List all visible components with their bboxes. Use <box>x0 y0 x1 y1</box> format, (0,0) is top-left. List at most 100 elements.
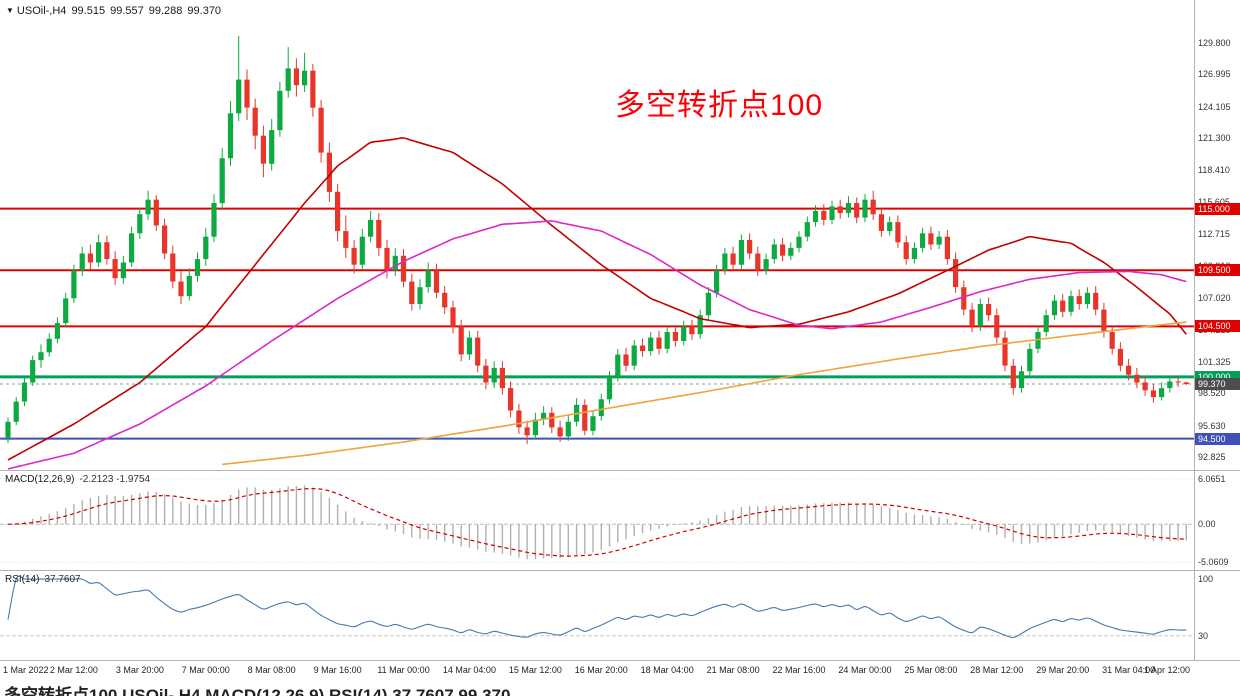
candle <box>433 270 440 293</box>
macd-bar <box>1004 524 1006 539</box>
candle <box>606 376 613 400</box>
candle <box>351 247 357 265</box>
candle <box>219 158 225 204</box>
candle <box>1076 296 1082 304</box>
time-axis-label: 2 Mar 12:00 <box>49 665 98 675</box>
macd-bar <box>295 486 298 525</box>
candle <box>359 236 365 265</box>
macd-bar <box>1136 524 1138 538</box>
macd-values: -2.2123 -1.9754 <box>79 474 151 485</box>
macd-bar <box>1070 524 1072 535</box>
candle <box>120 262 126 279</box>
candle <box>541 412 547 420</box>
candle <box>590 416 596 431</box>
macd-bar <box>114 495 116 525</box>
macd-canvas[interactable]: MACD(12,26,9) -2.2123 -1.9754 <box>0 471 1194 570</box>
candle <box>812 210 819 223</box>
macd-bar <box>823 503 825 525</box>
current-price-badge: 99.370 <box>1195 377 1240 390</box>
candle <box>631 345 637 366</box>
macd-chart[interactable] <box>0 471 1194 570</box>
time-axis[interactable]: 1 Mar 2022 2 Mar 12:00 3 Mar 20:00 7 Mar 00… <box>0 661 1240 680</box>
candle <box>1043 315 1049 332</box>
candle <box>400 255 407 282</box>
candle <box>46 338 52 353</box>
candle <box>170 253 176 282</box>
candle <box>639 345 646 352</box>
macd-bar <box>361 521 363 525</box>
time-axis-label: 15 Mar 12:00 <box>508 665 562 675</box>
candle <box>1134 374 1140 383</box>
price-level-badge: 104.500 <box>1195 320 1240 333</box>
rsi-canvas[interactable]: RSI(14) 37.7607 <box>0 571 1194 660</box>
candle <box>532 419 538 436</box>
main-chart-canvas[interactable]: ▼ USOil-,H4 99.515 99.557 99.288 99.370 多空转折点… <box>0 0 1194 470</box>
rsi-chart[interactable] <box>0 571 1194 660</box>
macd-bar <box>279 488 281 525</box>
candle <box>376 219 382 248</box>
macd-histogram-layer <box>7 485 1187 560</box>
expander-arrow-icon[interactable]: ▼ <box>6 6 14 15</box>
macd-bar <box>485 524 487 552</box>
candle <box>788 247 794 256</box>
candlestick-chart[interactable] <box>0 0 1194 470</box>
ma-long-orange <box>222 321 1187 466</box>
macd-bar <box>559 524 561 559</box>
candle <box>1175 381 1181 383</box>
candle <box>763 259 769 271</box>
macd-bar <box>608 524 611 547</box>
candle <box>13 401 19 422</box>
macd-bar <box>188 503 190 525</box>
macd-bar <box>460 524 462 547</box>
macd-bar <box>106 495 108 525</box>
candle <box>664 332 670 349</box>
candle <box>1068 296 1074 312</box>
candle <box>920 233 926 248</box>
candle <box>343 231 349 248</box>
macd-bar <box>856 503 858 525</box>
close-value: 99.370 <box>187 5 222 17</box>
time-axis-label: 31 Mar 04:00 <box>1102 665 1156 675</box>
macd-bar <box>1144 524 1146 540</box>
macd-bar <box>213 503 215 525</box>
macd-axis: 6.0651 0.00 -5.0609 <box>1194 471 1240 570</box>
candle <box>689 326 695 335</box>
macd-bar <box>617 524 619 543</box>
macd-bar <box>369 523 372 525</box>
candle <box>269 130 275 164</box>
candle <box>944 236 950 260</box>
macd-bar <box>493 524 495 553</box>
candle <box>1183 382 1189 384</box>
macd-bar <box>303 485 306 525</box>
candle <box>277 90 283 131</box>
ma-mid-magenta <box>7 220 1187 470</box>
candle <box>129 233 135 263</box>
macd-bar <box>1185 524 1187 541</box>
macd-bar <box>287 486 289 525</box>
macd-bar <box>402 524 405 535</box>
macd-bar <box>444 524 446 542</box>
macd-bar <box>930 516 932 525</box>
macd-bar <box>996 524 998 535</box>
candle <box>1093 292 1099 310</box>
time-axis-label: 16 Mar 20:00 <box>574 665 628 675</box>
price-axis-label: 129.800 <box>1198 37 1231 48</box>
candle <box>54 323 60 339</box>
candle <box>458 326 464 355</box>
macd-bar <box>468 524 471 548</box>
macd-bar <box>674 524 677 526</box>
candle <box>112 259 118 279</box>
candle <box>829 206 835 220</box>
macd-bar <box>987 524 990 533</box>
candle <box>705 292 711 316</box>
candle <box>499 367 505 389</box>
time-axis-label: 25 Mar 08:00 <box>904 665 958 675</box>
macd-bar <box>534 524 537 560</box>
candle <box>623 354 629 366</box>
candle <box>153 199 159 226</box>
macd-bar <box>699 520 701 525</box>
candle <box>508 388 514 411</box>
price-level-badge: 94.500 <box>1195 432 1240 445</box>
macd-bar <box>748 506 751 525</box>
candle <box>63 298 69 324</box>
